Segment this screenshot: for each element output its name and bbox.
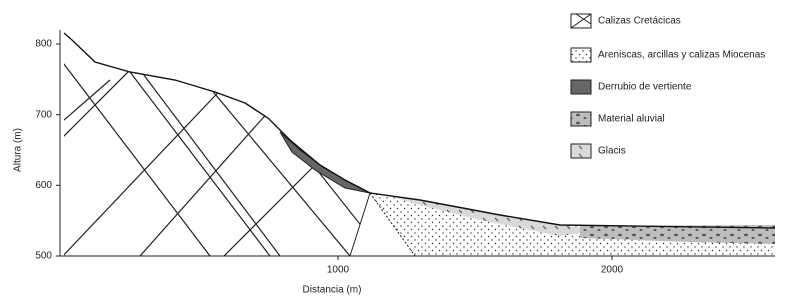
legend-swatch [571, 48, 591, 62]
legend-swatch [571, 144, 591, 158]
legend-swatch [571, 80, 591, 94]
legend-label: Areniscas, arcillas y calizas Miocenas [598, 50, 765, 61]
limestone [0, 0, 420, 296]
legend-swatch [571, 112, 591, 126]
legend-label: Derrubio de vertiente [598, 82, 692, 93]
legend-label: Calizas Cretácicas [598, 16, 681, 27]
legend-label: Glacis [598, 146, 626, 157]
y-label: Altura (m) [13, 128, 24, 172]
y-tick-label: 700 [35, 109, 52, 120]
x-tick-label: 2000 [601, 265, 624, 276]
x-tick-label: 1000 [327, 265, 350, 276]
limestone-edge [350, 193, 370, 256]
profile [64, 33, 775, 228]
x-label: Distancia (m) [303, 285, 362, 296]
cross-section: Distancia (m) Altura (m) 1000 2000 500 600 7… [0, 0, 801, 296]
y-tick-label: 600 [35, 180, 52, 191]
legend [571, 14, 591, 158]
y-tick-label: 800 [35, 39, 52, 50]
y-tick-label: 500 [35, 251, 52, 262]
legend-label: Material aluvial [598, 114, 665, 125]
colluvium [280, 132, 370, 193]
